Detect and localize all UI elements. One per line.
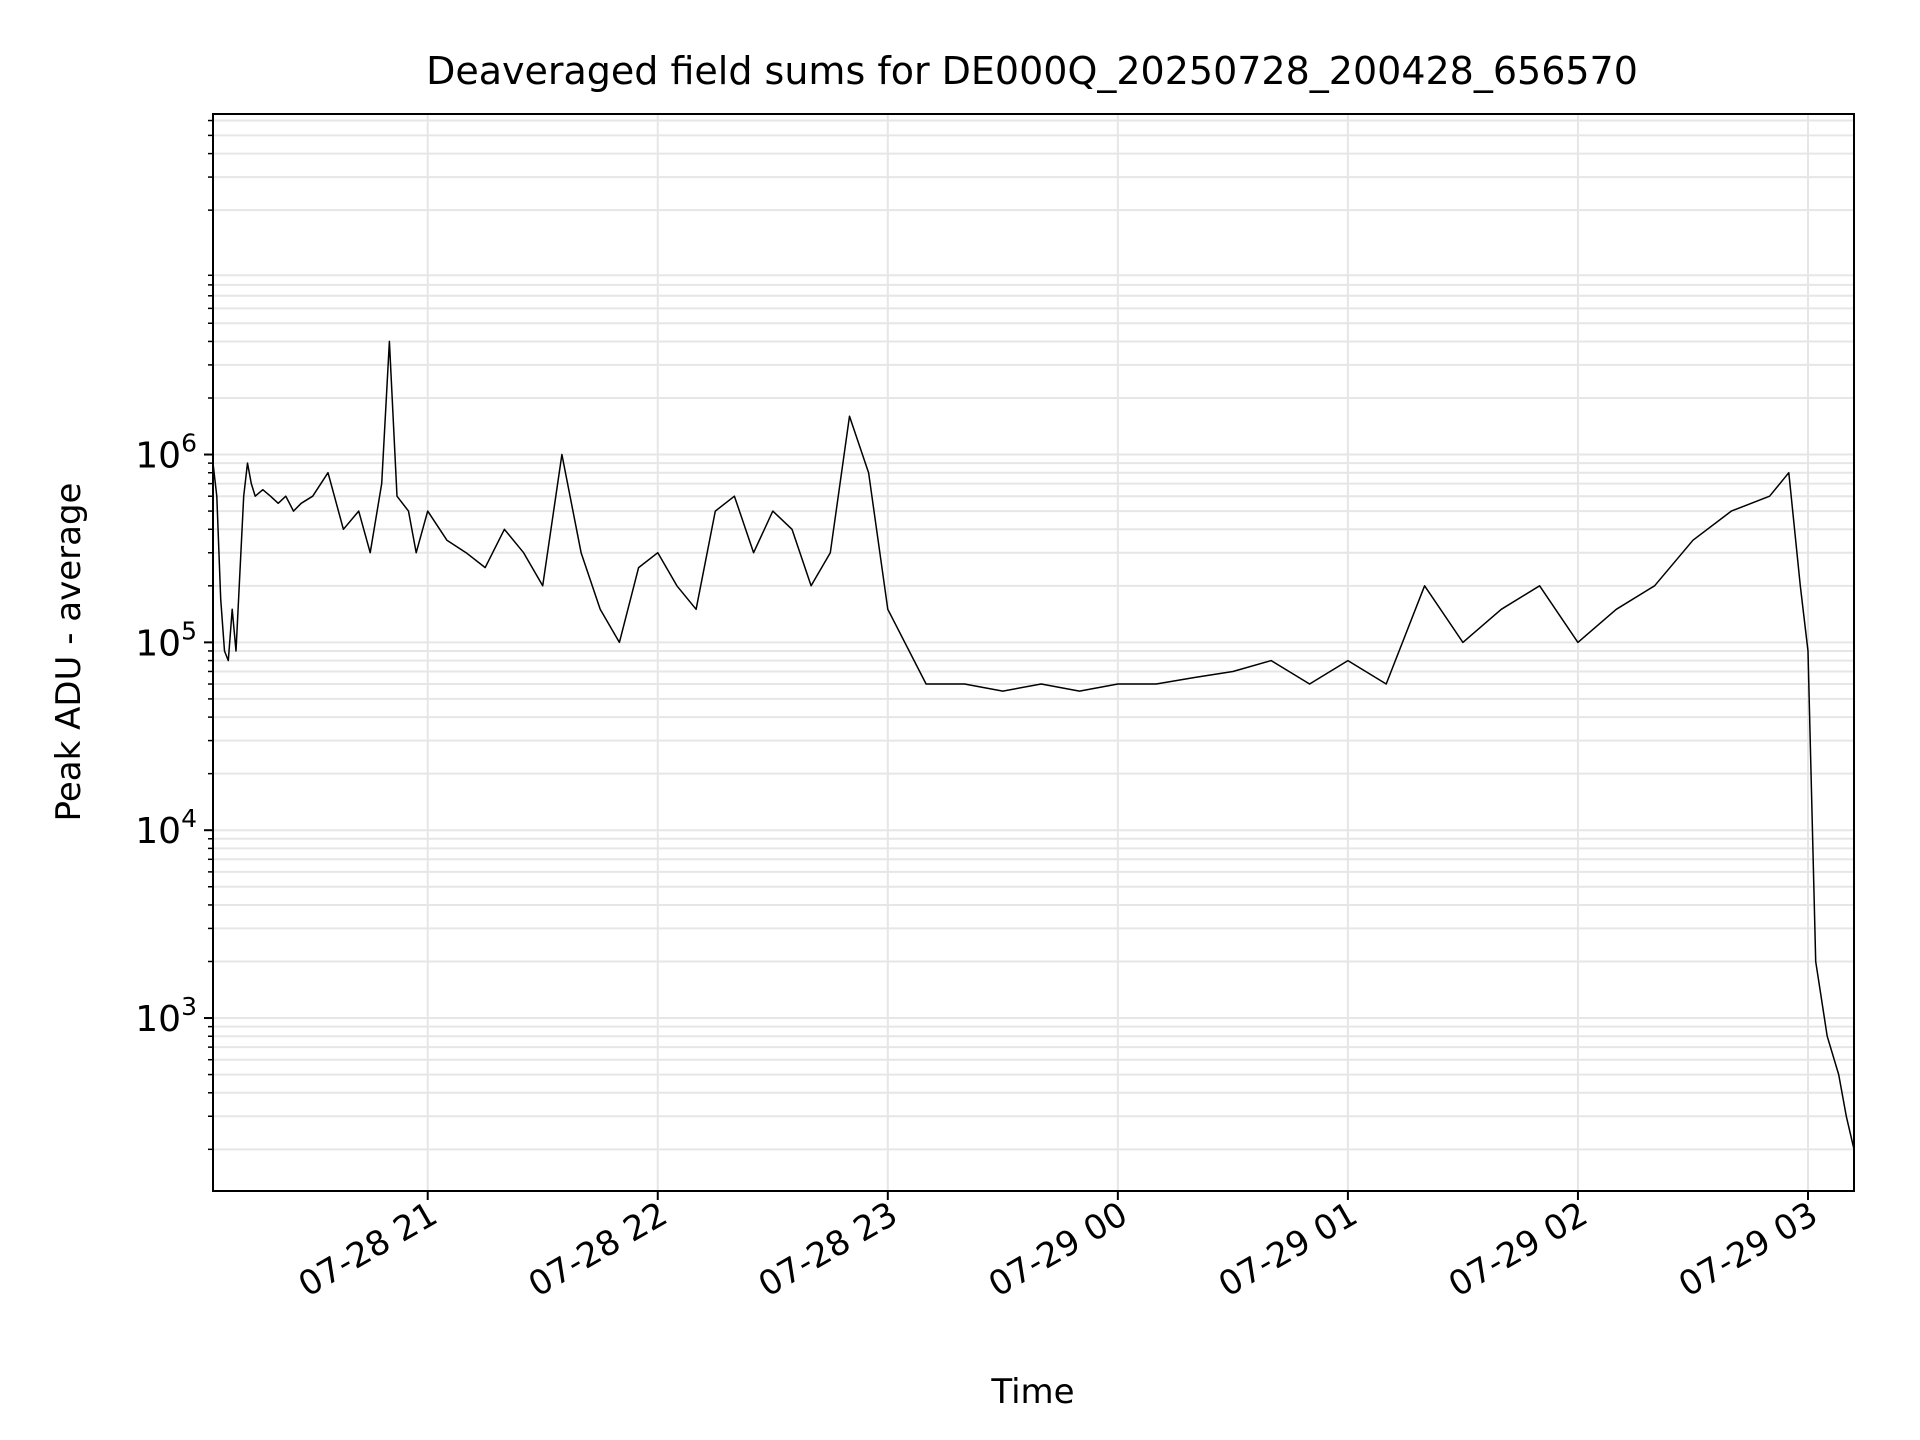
series-line bbox=[212, 340, 1855, 1150]
y-axis-label: Peak ADU - average bbox=[49, 483, 89, 822]
x-axis-label: Time bbox=[990, 1372, 1074, 1412]
plot-frame bbox=[212, 113, 1855, 1192]
y-tick-label: 103 bbox=[135, 992, 197, 1040]
data-layer bbox=[212, 340, 1855, 1150]
y-tick-label: 105 bbox=[135, 616, 197, 664]
y-tick-label: 104 bbox=[135, 804, 197, 852]
grid bbox=[213, 114, 1854, 1191]
y-tick-label: 106 bbox=[135, 429, 197, 477]
chart-title: Deaveraged field sums for DE000Q_2025072… bbox=[426, 49, 1638, 93]
